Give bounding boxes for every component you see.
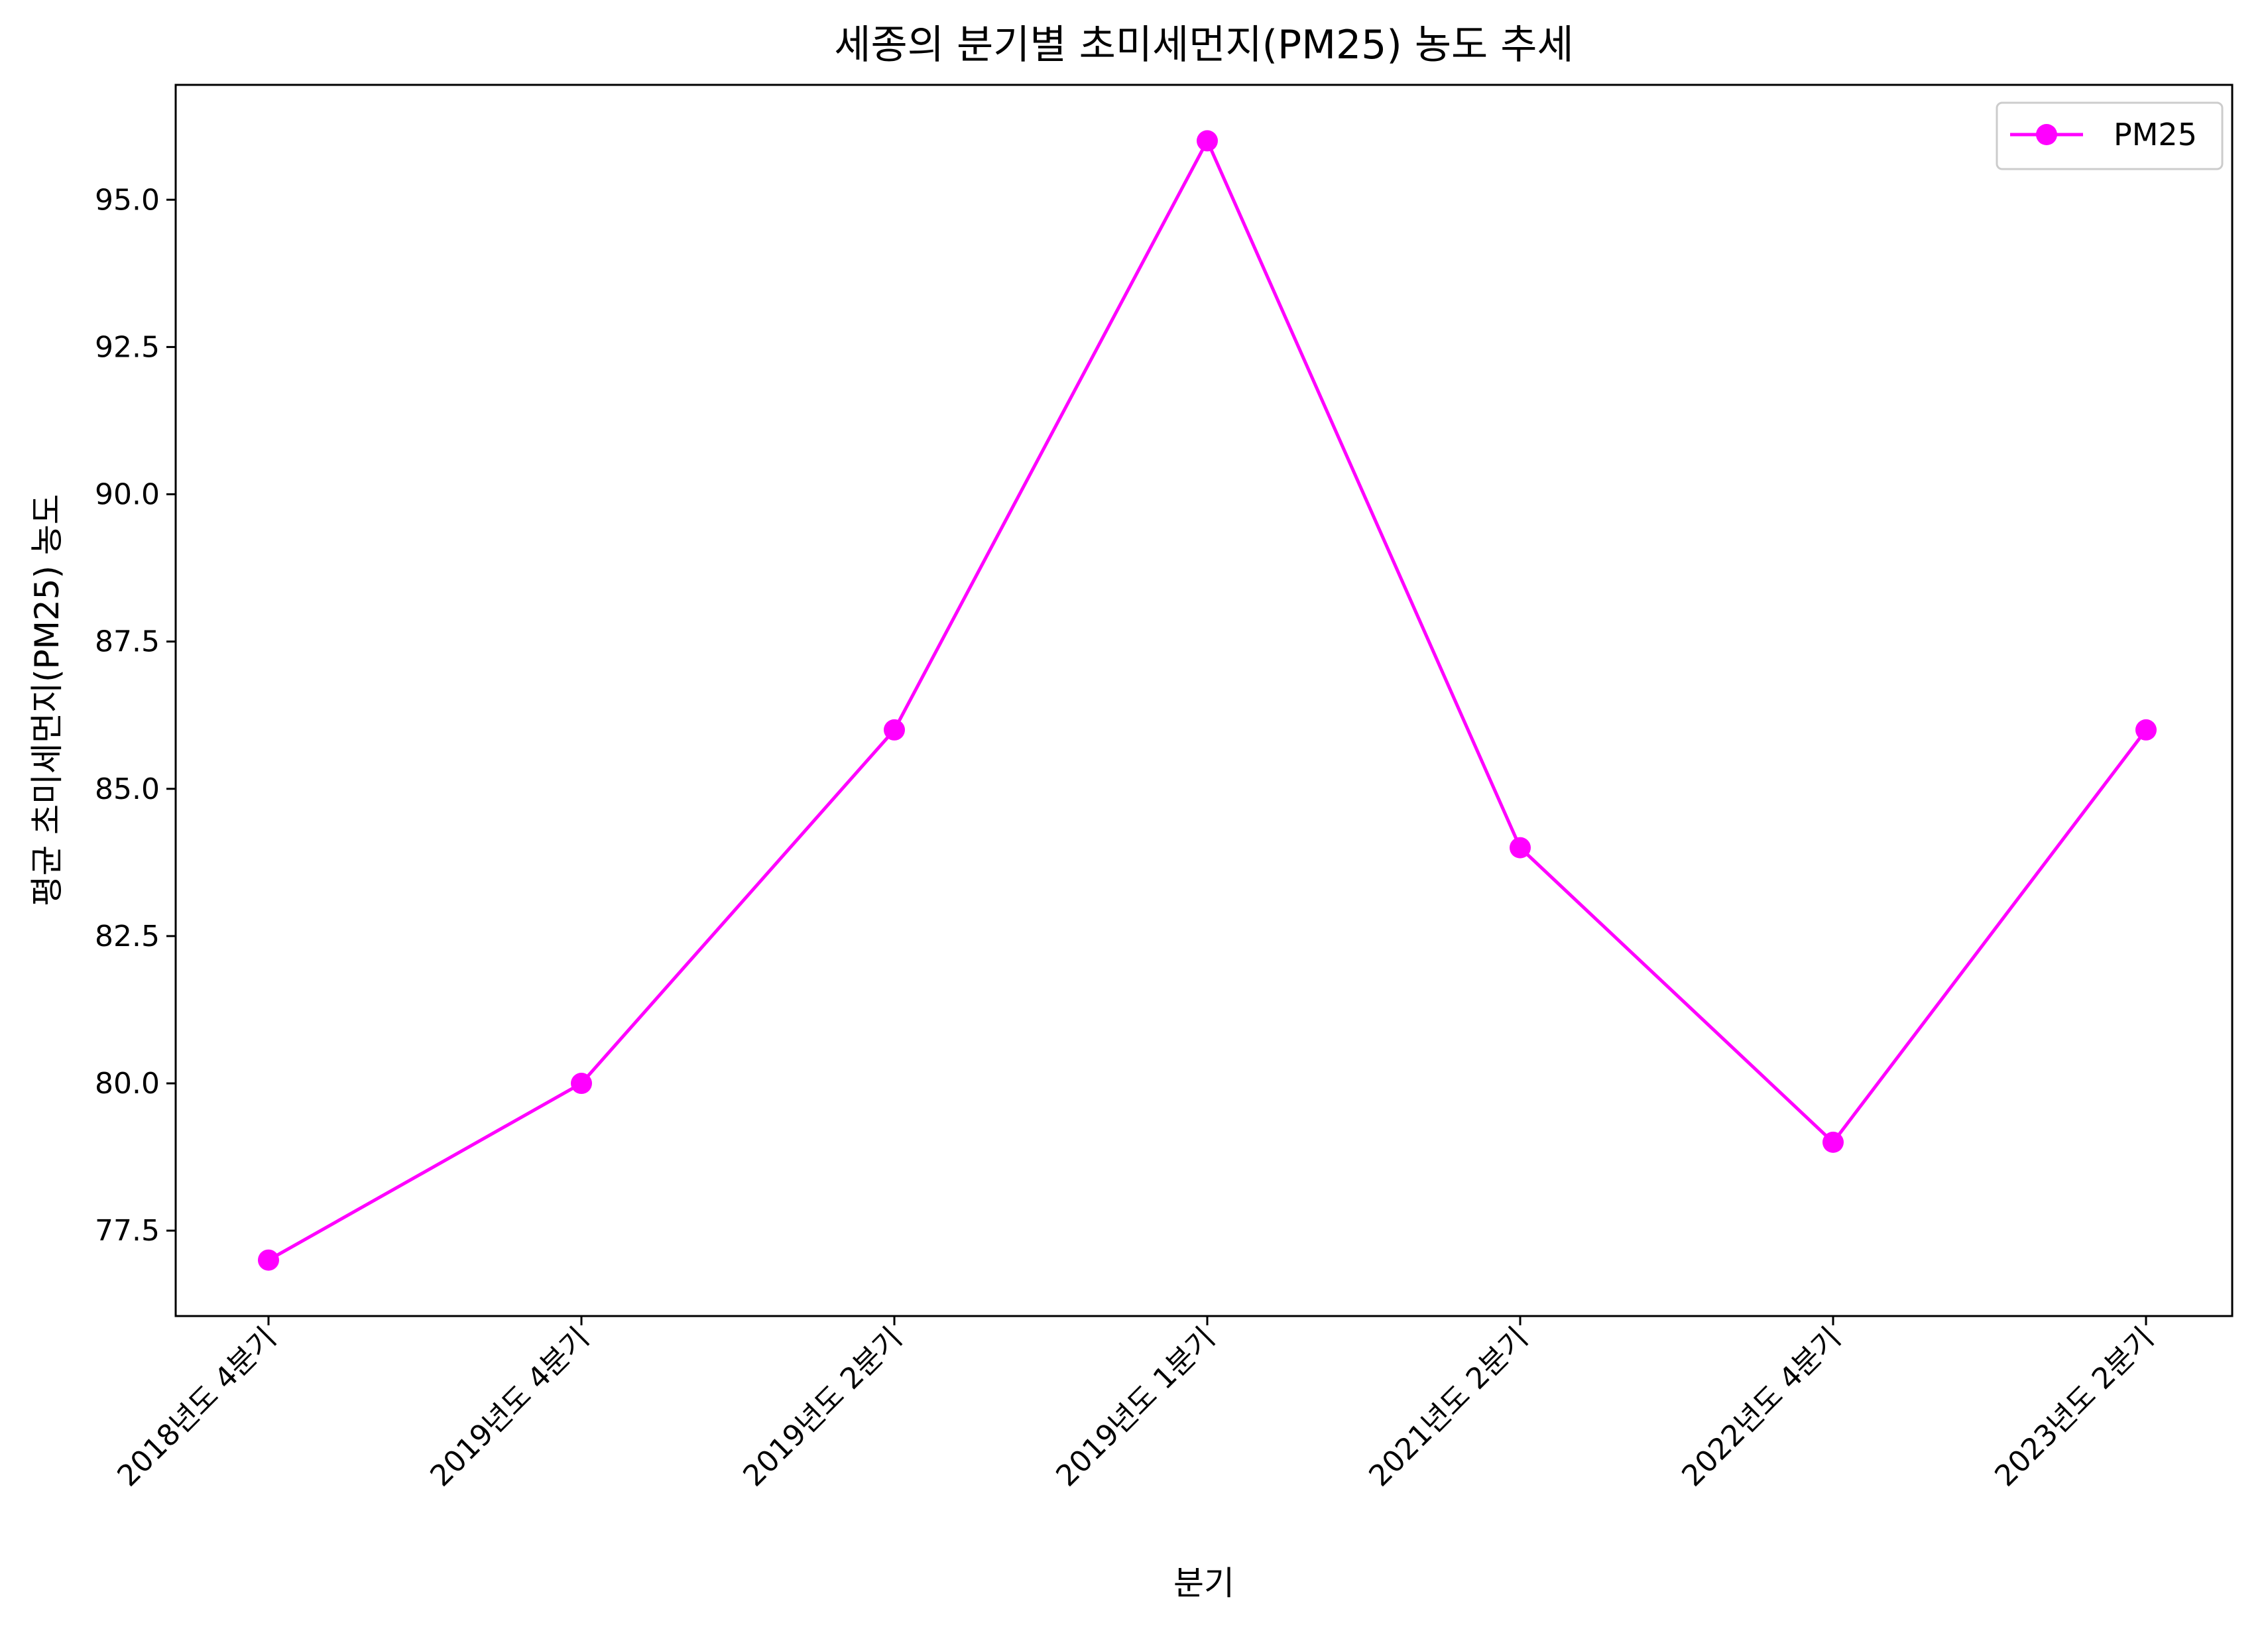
x-tick-label: 2019년도 2분기	[737, 1321, 908, 1493]
series-line-pm25	[267, 139, 2147, 1262]
y-axis-label: 평균 초미세먼지(PM25) 농도	[28, 494, 66, 906]
x-axis: 2018년도 4분기 2019년도 4분기 2019년도 2분기 2019년도 1분기…	[111, 1316, 2161, 1493]
y-tick-label: 85.0	[95, 772, 160, 806]
chart-title: 세종의 분기별 초미세먼지(PM25) 농도 추세	[834, 22, 1573, 68]
data-point	[1197, 130, 1218, 152]
x-tick-label: 2022년도 4분기	[1675, 1321, 1847, 1493]
y-tick-label: 90.0	[95, 478, 160, 512]
legend: PM25	[1996, 101, 2224, 170]
y-tick-label: 77.5	[95, 1214, 160, 1248]
legend-entry-pm25: PM25	[2114, 117, 2197, 152]
x-tick-label: 2019년도 1분기	[1049, 1321, 1221, 1493]
y-tick-label: 92.5	[95, 330, 160, 364]
series-layer	[258, 130, 2157, 1271]
y-axis: 77.5 80.0 82.5 85.0 87.5 90.0 92.5 95.0	[95, 183, 176, 1248]
plot-area	[174, 84, 2234, 1317]
legend-marker	[2036, 124, 2057, 145]
x-axis-label: 분기	[1173, 1564, 1234, 1602]
data-point	[1822, 1131, 1844, 1153]
data-point	[884, 719, 905, 741]
x-tick-label: 2021년도 2분기	[1362, 1321, 1534, 1493]
data-point	[2135, 719, 2157, 741]
x-tick-label: 2018년도 4분기	[111, 1321, 282, 1493]
x-tick-label: 2019년도 4분기	[424, 1321, 595, 1493]
y-tick-label: 95.0	[95, 183, 160, 217]
data-point	[258, 1249, 279, 1271]
data-point	[1510, 837, 1531, 859]
y-tick-label: 82.5	[95, 920, 160, 953]
legend-box	[1996, 101, 2224, 170]
y-tick-label: 87.5	[95, 625, 160, 659]
y-tick-label: 80.0	[95, 1067, 160, 1101]
x-tick-label: 2023년도 2분기	[1988, 1321, 2160, 1493]
data-point	[571, 1073, 592, 1095]
